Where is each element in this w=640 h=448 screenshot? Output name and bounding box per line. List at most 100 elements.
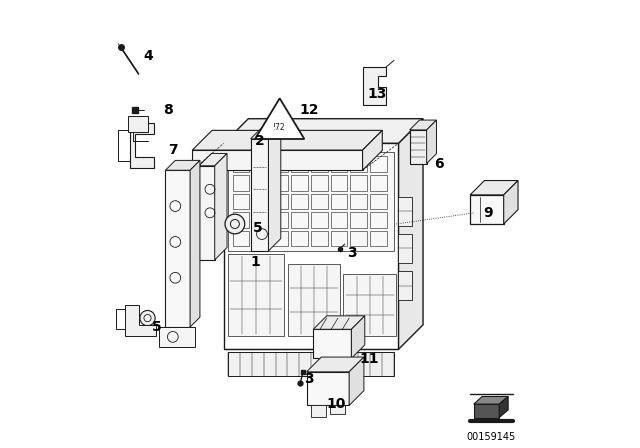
Text: 9: 9 — [484, 206, 493, 220]
Text: 10: 10 — [326, 397, 346, 411]
Text: 4: 4 — [143, 49, 153, 63]
Bar — [398, 271, 412, 300]
Bar — [344, 274, 396, 336]
Bar — [228, 254, 284, 336]
Circle shape — [140, 310, 155, 326]
Bar — [370, 231, 387, 246]
Bar — [272, 156, 289, 172]
Polygon shape — [125, 305, 156, 336]
Polygon shape — [351, 316, 365, 358]
Polygon shape — [470, 181, 518, 195]
Polygon shape — [349, 357, 364, 405]
Bar — [311, 194, 328, 209]
Polygon shape — [199, 153, 227, 166]
Text: 11: 11 — [359, 352, 378, 366]
Bar — [272, 175, 289, 191]
Text: 8: 8 — [163, 103, 173, 117]
Polygon shape — [192, 130, 382, 150]
Text: 1: 1 — [250, 255, 260, 269]
Bar — [228, 352, 394, 376]
Polygon shape — [499, 396, 508, 418]
Bar — [291, 194, 308, 209]
Bar — [307, 372, 349, 405]
Bar — [350, 231, 367, 246]
Polygon shape — [165, 160, 200, 170]
Text: 7: 7 — [168, 143, 177, 157]
Text: 2: 2 — [255, 134, 265, 148]
Text: 6: 6 — [435, 156, 444, 171]
Polygon shape — [474, 404, 499, 418]
Circle shape — [225, 214, 244, 234]
Bar — [252, 212, 269, 228]
Bar — [232, 156, 250, 172]
Text: 3: 3 — [305, 371, 314, 386]
Bar — [287, 264, 340, 336]
Bar — [311, 175, 328, 191]
Bar — [291, 212, 308, 228]
Polygon shape — [250, 127, 281, 139]
Polygon shape — [427, 120, 436, 164]
Bar — [350, 156, 367, 172]
Bar — [272, 194, 289, 209]
Bar — [223, 143, 398, 349]
Polygon shape — [129, 123, 154, 168]
Bar — [232, 175, 250, 191]
Bar — [252, 156, 269, 172]
Polygon shape — [314, 316, 365, 329]
Bar — [331, 194, 348, 209]
Bar — [311, 405, 326, 417]
Bar — [272, 212, 289, 228]
Polygon shape — [504, 181, 518, 224]
Bar — [330, 405, 345, 414]
Text: !72: !72 — [273, 123, 286, 132]
Bar — [272, 231, 289, 246]
Bar — [252, 231, 269, 246]
Bar — [398, 234, 412, 263]
Bar — [331, 212, 348, 228]
Polygon shape — [269, 127, 281, 251]
Bar — [311, 212, 328, 228]
Bar — [252, 194, 269, 209]
Polygon shape — [307, 357, 364, 372]
Bar — [199, 166, 214, 260]
Bar — [165, 170, 190, 327]
Bar — [291, 156, 308, 172]
Bar — [370, 212, 387, 228]
Bar — [232, 212, 250, 228]
Bar — [232, 231, 250, 246]
Bar — [410, 130, 427, 164]
Polygon shape — [398, 119, 423, 349]
Bar — [331, 231, 348, 246]
Bar — [311, 231, 328, 246]
Polygon shape — [362, 67, 386, 105]
Bar — [370, 175, 387, 191]
Bar — [311, 156, 328, 172]
Bar — [470, 195, 504, 224]
Text: 5: 5 — [152, 320, 162, 334]
Polygon shape — [128, 116, 147, 132]
Bar — [350, 212, 367, 228]
Bar — [252, 175, 269, 191]
Text: 13: 13 — [367, 87, 387, 101]
Bar — [250, 139, 269, 251]
Bar — [291, 175, 308, 191]
Polygon shape — [223, 119, 423, 143]
Polygon shape — [474, 396, 508, 404]
Bar — [350, 175, 367, 191]
Bar — [228, 151, 394, 250]
Bar — [331, 175, 348, 191]
Text: 3: 3 — [347, 246, 356, 260]
Text: 00159145: 00159145 — [467, 432, 516, 442]
Polygon shape — [362, 130, 382, 170]
Polygon shape — [190, 160, 200, 327]
Bar — [314, 329, 351, 358]
Polygon shape — [255, 98, 304, 139]
Polygon shape — [410, 120, 436, 130]
Bar — [398, 197, 412, 226]
Bar — [370, 156, 387, 172]
Text: 12: 12 — [300, 103, 319, 117]
Bar — [331, 156, 348, 172]
Bar — [291, 231, 308, 246]
Text: 5: 5 — [253, 221, 262, 236]
Bar — [232, 194, 250, 209]
